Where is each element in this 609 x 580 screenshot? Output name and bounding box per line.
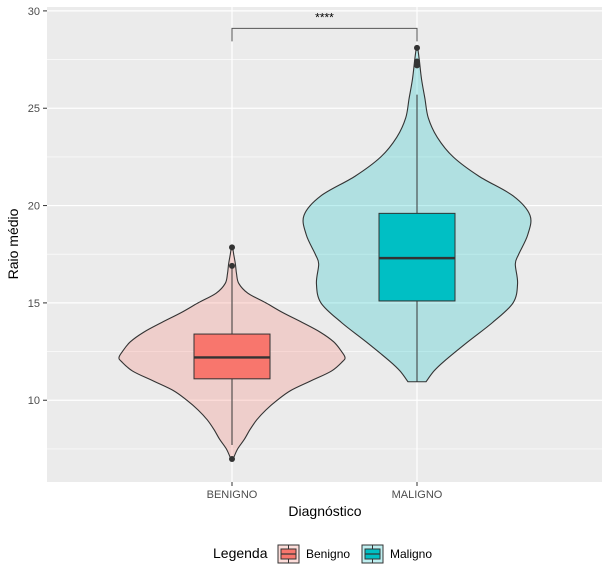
legend-title: Legenda [213, 545, 268, 561]
outlier-point [414, 44, 420, 51]
y-axis-title: Raio médio [5, 208, 21, 279]
legend-item-maligno: Maligno [361, 544, 432, 564]
outlier-points [229, 44, 420, 463]
significance-line [231, 27, 418, 42]
outlier-point [229, 244, 235, 251]
significance-label: **** [315, 10, 334, 24]
y-tick-label: 30 [28, 6, 40, 18]
outlier-point [229, 262, 235, 269]
y-tick-label: 20 [28, 201, 40, 213]
x-axis: BENIGNO MALIGNO [207, 482, 443, 501]
y-tick-label: 10 [28, 395, 40, 407]
x-axis-title: Diagnóstico [288, 503, 361, 519]
y-tick-label: 15 [28, 298, 40, 310]
legend-items: Benigno Maligno [277, 544, 432, 564]
outlier-point [414, 58, 420, 65]
y-axis: 10 15 20 25 30 [28, 6, 47, 407]
outlier-point [229, 456, 235, 463]
legend-label: Maligno [390, 547, 432, 561]
x-tick-label: BENIGNO [207, 489, 258, 501]
significance-bracket: **** [231, 10, 418, 42]
x-tick-label: MALIGNO [392, 489, 443, 501]
legend-item-benigno: Benigno [277, 544, 350, 564]
boxplots [193, 94, 456, 446]
legend-label: Benigno [306, 547, 350, 561]
legend: Legenda Benigno Maligno [213, 544, 432, 564]
y-tick-label: 25 [28, 103, 40, 115]
plot-panel [47, 7, 602, 482]
